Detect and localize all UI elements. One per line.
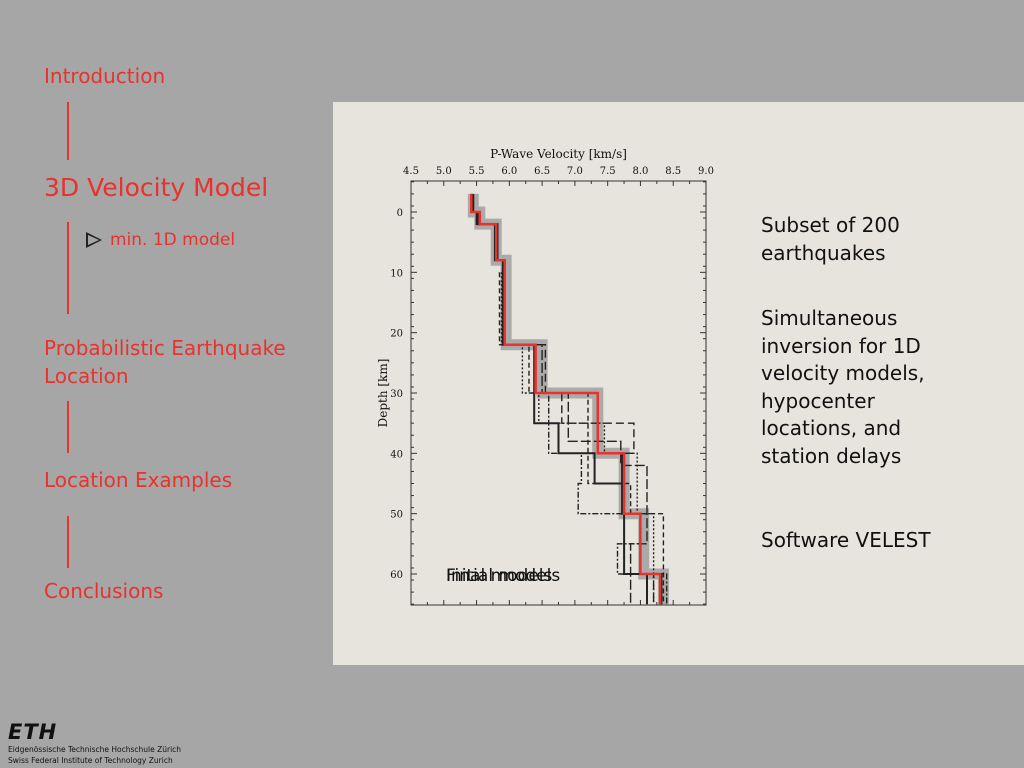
text-inversion-line6: station delays: [761, 443, 902, 468]
y-axis-label: Depth [km]: [376, 359, 390, 428]
nav-sub-label: min. 1D model: [110, 230, 236, 250]
nav-connector: [67, 102, 69, 160]
x-tick-label: 6.0: [501, 166, 517, 177]
text-inversion-line4: hypocenter: [761, 388, 875, 413]
axes: 4.5 5.0 5.5 6.0 6.5 7.0 7.5 8.0 8.5 9.0 0 10 20 30 40 5…: [390, 166, 714, 605]
text-subset-line2: earthquakes: [761, 240, 886, 265]
x-tick-label: 4.5: [403, 166, 419, 177]
x-tick-label: 5.5: [469, 166, 485, 177]
text-subset: Subset of 200 earthquakes: [761, 212, 900, 267]
x-tick-label: 8.5: [665, 166, 681, 177]
text-inversion-line2: inversion for 1D: [761, 333, 921, 358]
eth-logo-mark: ETH: [8, 720, 58, 744]
series-initial-7: [502, 272, 648, 605]
x-tick-label: 7.0: [567, 166, 583, 177]
x-tick-label: 8.0: [632, 166, 648, 177]
eth-logo-line2: Swiss Federal Institute of Technology Zu…: [8, 756, 173, 765]
eth-logo: ETH Eidgenössische Technische Hochschule…: [8, 720, 181, 766]
nav-probabilistic-location[interactable]: Probabilistic Earthquake Location: [44, 334, 286, 390]
series-band-0: [467, 193, 669, 605]
y-tick-label: 60: [390, 570, 403, 581]
chart-title: P-Wave Velocity [km/s]: [490, 147, 627, 161]
y-tick-label: 20: [390, 329, 403, 340]
y-tick-label: 40: [390, 449, 403, 460]
nav-sub-min-1d-model[interactable]: min. 1D model: [86, 229, 235, 250]
text-inversion: Simultaneous inversion for 1D velocity m…: [761, 305, 925, 470]
text-inversion-line5: locations, and: [761, 416, 902, 440]
x-tick-label: 9.0: [698, 166, 714, 177]
series-layer: [467, 193, 669, 605]
series-min1d-8: [470, 193, 662, 605]
y-tick-label: 50: [390, 510, 403, 521]
text-software-line1: Software VELEST: [761, 528, 931, 552]
y-tick-label: 10: [390, 268, 403, 279]
text-inversion-line1: Simultaneous: [761, 306, 898, 330]
annotation-final-models: Final models: [446, 566, 553, 586]
x-tick-label: 6.5: [534, 166, 550, 177]
nav-connector: [67, 516, 69, 568]
nav-conclusions[interactable]: Conclusions: [44, 579, 164, 603]
text-subset-line1: Subset of 200: [761, 213, 900, 237]
velocity-depth-chart: P-Wave Velocity [km/s] Depth [km] 4.5 5.0…: [376, 147, 714, 606]
text-inversion-line3: velocity models,: [761, 361, 925, 385]
nav-probabilistic-line1: Probabilistic Earthquake: [44, 336, 286, 360]
eth-logo-line1: Eidgenössische Technische Hochschule Zür…: [8, 745, 182, 754]
nav-probabilistic-line2: Location: [44, 364, 129, 388]
annotation-initial-models: Initial models: [446, 566, 560, 586]
triangle-arrow-icon: [86, 232, 102, 248]
y-tick-label: 30: [390, 389, 403, 400]
y-tick-label: 0: [397, 208, 403, 219]
nav-3d-velocity-model[interactable]: 3D Velocity Model: [44, 173, 269, 202]
text-software: Software VELEST: [761, 527, 931, 555]
x-tick-label: 5.0: [436, 166, 452, 177]
nav-location-examples[interactable]: Location Examples: [44, 468, 233, 492]
x-tick-label: 7.5: [600, 166, 616, 177]
nav-connector: [67, 222, 69, 314]
nav-introduction[interactable]: Introduction: [44, 64, 166, 88]
nav-connector: [67, 401, 69, 453]
content-panel: [333, 102, 1024, 665]
